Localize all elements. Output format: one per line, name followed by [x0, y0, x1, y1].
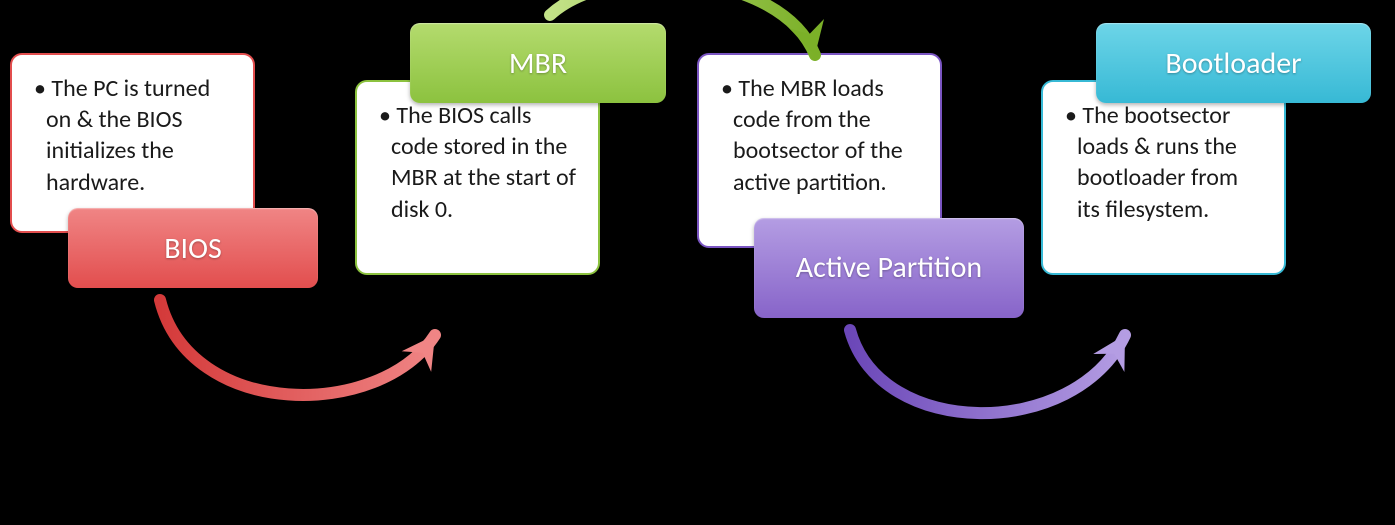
arrow-active-partition-to-bootloader: [0, 0, 1395, 525]
